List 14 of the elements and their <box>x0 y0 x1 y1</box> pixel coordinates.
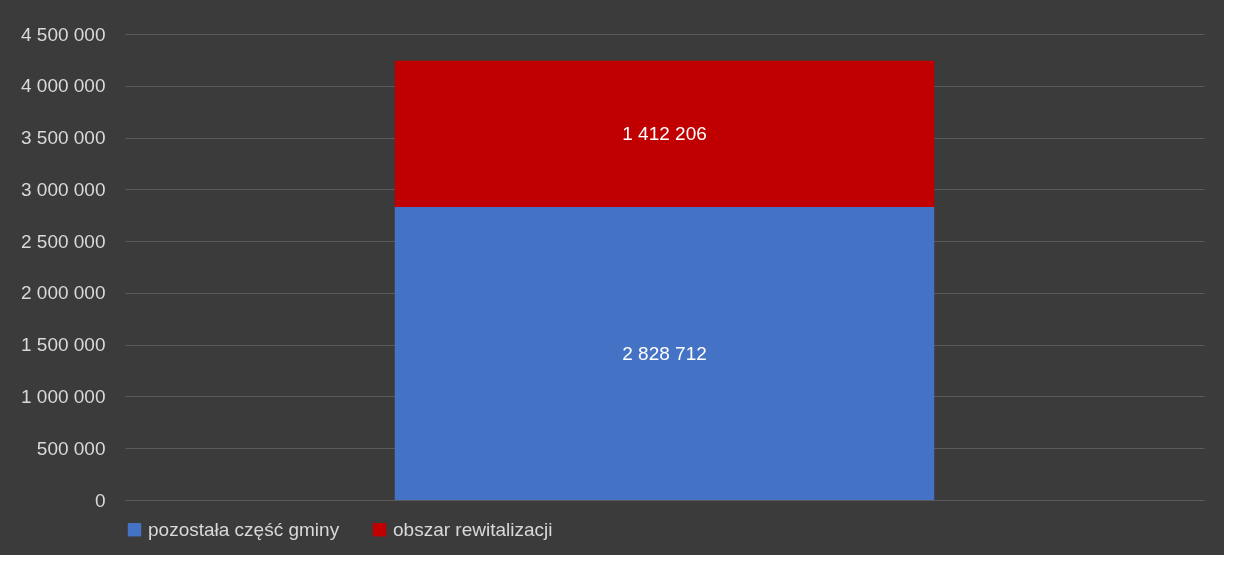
y-tick-label: 0 <box>94 489 106 511</box>
legend-label: pozostała część gminy <box>148 518 340 540</box>
y-tick-label: 3 000 000 <box>20 178 106 200</box>
y-tick-label: 4 000 000 <box>20 75 106 97</box>
y-tick-label: 3 500 000 <box>20 127 106 149</box>
y-tick-label: 1 000 000 <box>20 385 106 407</box>
y-tick-label: 4 500 000 <box>20 23 106 45</box>
y-tick-label: 2 000 000 <box>20 282 106 304</box>
data-label: 2 828 712 <box>622 342 707 364</box>
data-label: 1 412 206 <box>622 122 707 144</box>
y-tick-label: 2 500 000 <box>20 230 106 252</box>
y-tick-label: 1 500 000 <box>20 334 106 356</box>
y-tick-label: 500 000 <box>36 437 106 459</box>
legend-label: obszar rewitalizacji <box>393 518 553 540</box>
